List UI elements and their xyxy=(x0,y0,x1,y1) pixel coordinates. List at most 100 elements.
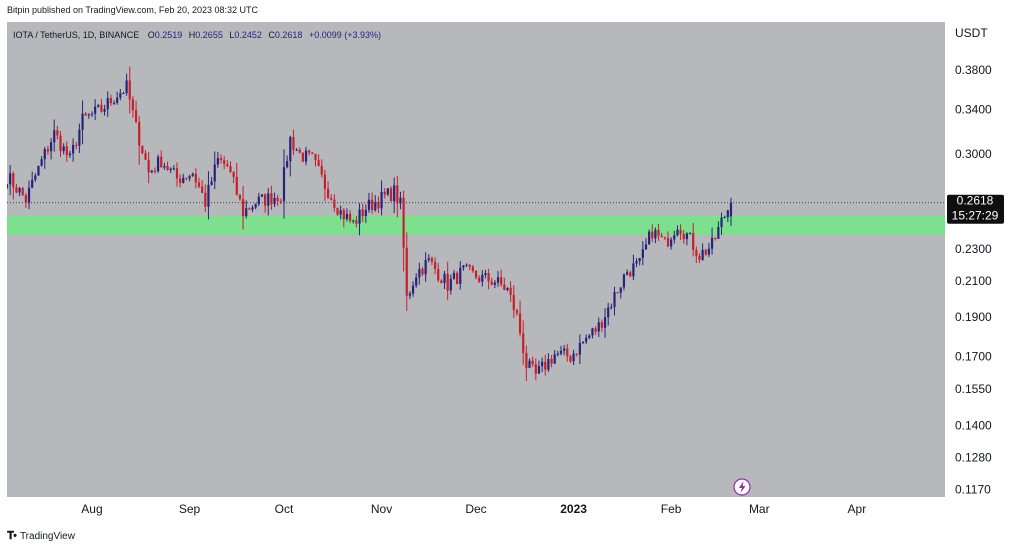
time-axis[interactable]: Aug Sep Oct Nov Dec 2023 Feb Mar Apr xyxy=(81,502,866,516)
candle-body xyxy=(682,233,685,240)
candle-body xyxy=(556,353,559,355)
candle-body xyxy=(94,106,97,114)
candle-body xyxy=(270,193,273,205)
candle-body xyxy=(698,255,701,260)
candle-body xyxy=(166,166,169,171)
candle-body xyxy=(550,358,553,364)
candle-body xyxy=(487,273,490,282)
candlestick-chart[interactable]: 0.1170 0.1280 0.1400 0.1550 0.1700 0.1900 0.21… xyxy=(5,22,1018,522)
candle-body xyxy=(544,361,547,370)
candle-body xyxy=(594,328,597,332)
last-price-tag: 0.2618 15:27:29 xyxy=(947,194,1004,224)
candle-body xyxy=(355,220,358,224)
candle-body xyxy=(427,258,430,260)
candle-body xyxy=(506,287,509,290)
candle-body xyxy=(670,239,673,247)
candle-body xyxy=(330,198,333,200)
candle-body xyxy=(663,237,666,239)
price-axis-background[interactable] xyxy=(945,22,1018,522)
lightning-icon[interactable] xyxy=(733,478,751,496)
candle-body xyxy=(46,149,50,152)
candle-body xyxy=(153,170,157,172)
candle-body xyxy=(405,247,408,296)
candle-body xyxy=(657,229,660,236)
candle-body xyxy=(219,158,223,161)
candle-body xyxy=(229,166,232,172)
candle-body xyxy=(468,264,471,267)
price-tick-label: 0.1400 xyxy=(955,418,992,432)
candle-body xyxy=(361,209,364,216)
candle-body xyxy=(194,173,197,183)
time-tick-label: Nov xyxy=(371,502,392,516)
candle-body xyxy=(348,213,352,221)
candle-body xyxy=(342,210,345,220)
candle-body xyxy=(336,207,339,215)
candle-body xyxy=(163,166,166,168)
candle-body xyxy=(622,274,626,288)
candle-body xyxy=(339,210,342,215)
candle-body xyxy=(134,110,138,122)
published-byline: Bitpin published on TradingView.com, Feb… xyxy=(7,5,258,15)
candle-body xyxy=(204,192,207,207)
candle-body xyxy=(75,144,78,146)
candle-body xyxy=(566,348,569,357)
candle-body xyxy=(729,202,733,217)
candle-body xyxy=(71,144,75,154)
candle-body xyxy=(720,217,723,227)
candle-body xyxy=(248,208,251,210)
candle-body xyxy=(509,287,512,295)
candle-body xyxy=(160,156,163,168)
candle-body xyxy=(251,207,254,210)
candle-body xyxy=(714,237,717,239)
candle-body xyxy=(295,149,298,151)
candle-body xyxy=(537,366,541,374)
candle-body xyxy=(452,272,456,279)
candle-body xyxy=(616,292,619,294)
candle-body xyxy=(393,185,396,202)
candle-body xyxy=(481,274,484,282)
candle-body xyxy=(345,213,349,220)
candle-body xyxy=(654,229,657,239)
candles-group xyxy=(5,66,733,382)
candle-body xyxy=(588,335,591,338)
open-label: O xyxy=(148,30,155,40)
candle-body xyxy=(131,99,135,111)
candle-body xyxy=(575,353,578,355)
candle-body xyxy=(456,272,459,284)
chart-panel[interactable]: 0.1170 0.1280 0.1400 0.1550 0.1700 0.1900 0.21… xyxy=(5,22,1018,522)
candle-body xyxy=(317,160,320,167)
candle-body xyxy=(31,179,34,188)
candle-body xyxy=(648,231,651,245)
candle-body xyxy=(320,166,323,175)
candle-body xyxy=(150,170,153,173)
tradingview-logo[interactable]: 𝐓• TradingView xyxy=(7,530,75,543)
candle-body xyxy=(56,130,59,136)
candle-body xyxy=(371,199,374,211)
candle-body xyxy=(207,184,210,207)
candle-body xyxy=(68,153,72,156)
candle-body xyxy=(273,197,276,205)
candle-body xyxy=(559,350,563,354)
candle-body xyxy=(179,178,182,183)
candle-body xyxy=(53,130,56,143)
candle-body xyxy=(585,337,588,342)
candle-body xyxy=(613,292,616,307)
candle-body xyxy=(396,185,399,204)
candle-body xyxy=(374,202,377,211)
candle-body xyxy=(169,168,172,171)
candle-body xyxy=(97,104,100,107)
time-axis-background[interactable] xyxy=(7,497,945,522)
time-tick-label: Mar xyxy=(749,502,770,516)
candle-body xyxy=(119,93,122,98)
close-label: C xyxy=(268,30,275,40)
candle-body xyxy=(380,191,383,209)
candle-body xyxy=(40,159,43,166)
candle-body xyxy=(201,186,204,193)
candle-body xyxy=(673,235,676,240)
candle-body xyxy=(235,176,238,195)
candle-body xyxy=(106,98,109,110)
candle-body xyxy=(223,160,226,164)
plot-background[interactable] xyxy=(7,22,945,497)
candle-body xyxy=(459,267,462,284)
time-tick-label: Sep xyxy=(179,502,201,516)
